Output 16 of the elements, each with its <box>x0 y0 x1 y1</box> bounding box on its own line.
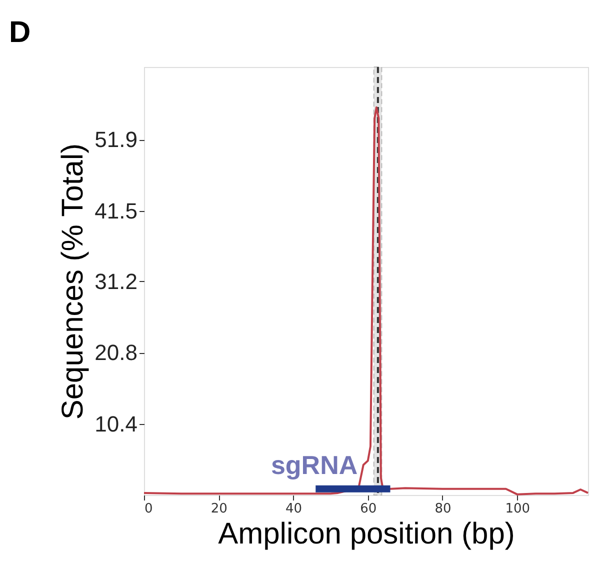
y-tick-label: 41.5 <box>94 198 138 224</box>
chart-title: D <box>9 16 31 49</box>
x-tick-label: 20 <box>210 502 228 516</box>
y-axis-title: Sequences (% Total) <box>56 143 90 420</box>
x-axis-title: Amplicon position (bp) <box>218 518 515 550</box>
series-label: sgRNA <box>270 450 358 480</box>
x-tick-label: 80 <box>434 502 452 516</box>
y-tick-label: 10.4 <box>94 411 138 436</box>
x-tick-label: 100 <box>505 502 530 516</box>
x-tick-label: 40 <box>285 502 302 516</box>
y-tick-label: 51.9 <box>94 127 138 152</box>
y-tick-label: 31.2 <box>94 268 138 294</box>
x-tick-label: 60 <box>360 502 377 516</box>
line-series <box>143 106 589 496</box>
y-tick-label: 20.8 <box>94 340 138 366</box>
x-tick-label: 0 <box>144 502 153 516</box>
